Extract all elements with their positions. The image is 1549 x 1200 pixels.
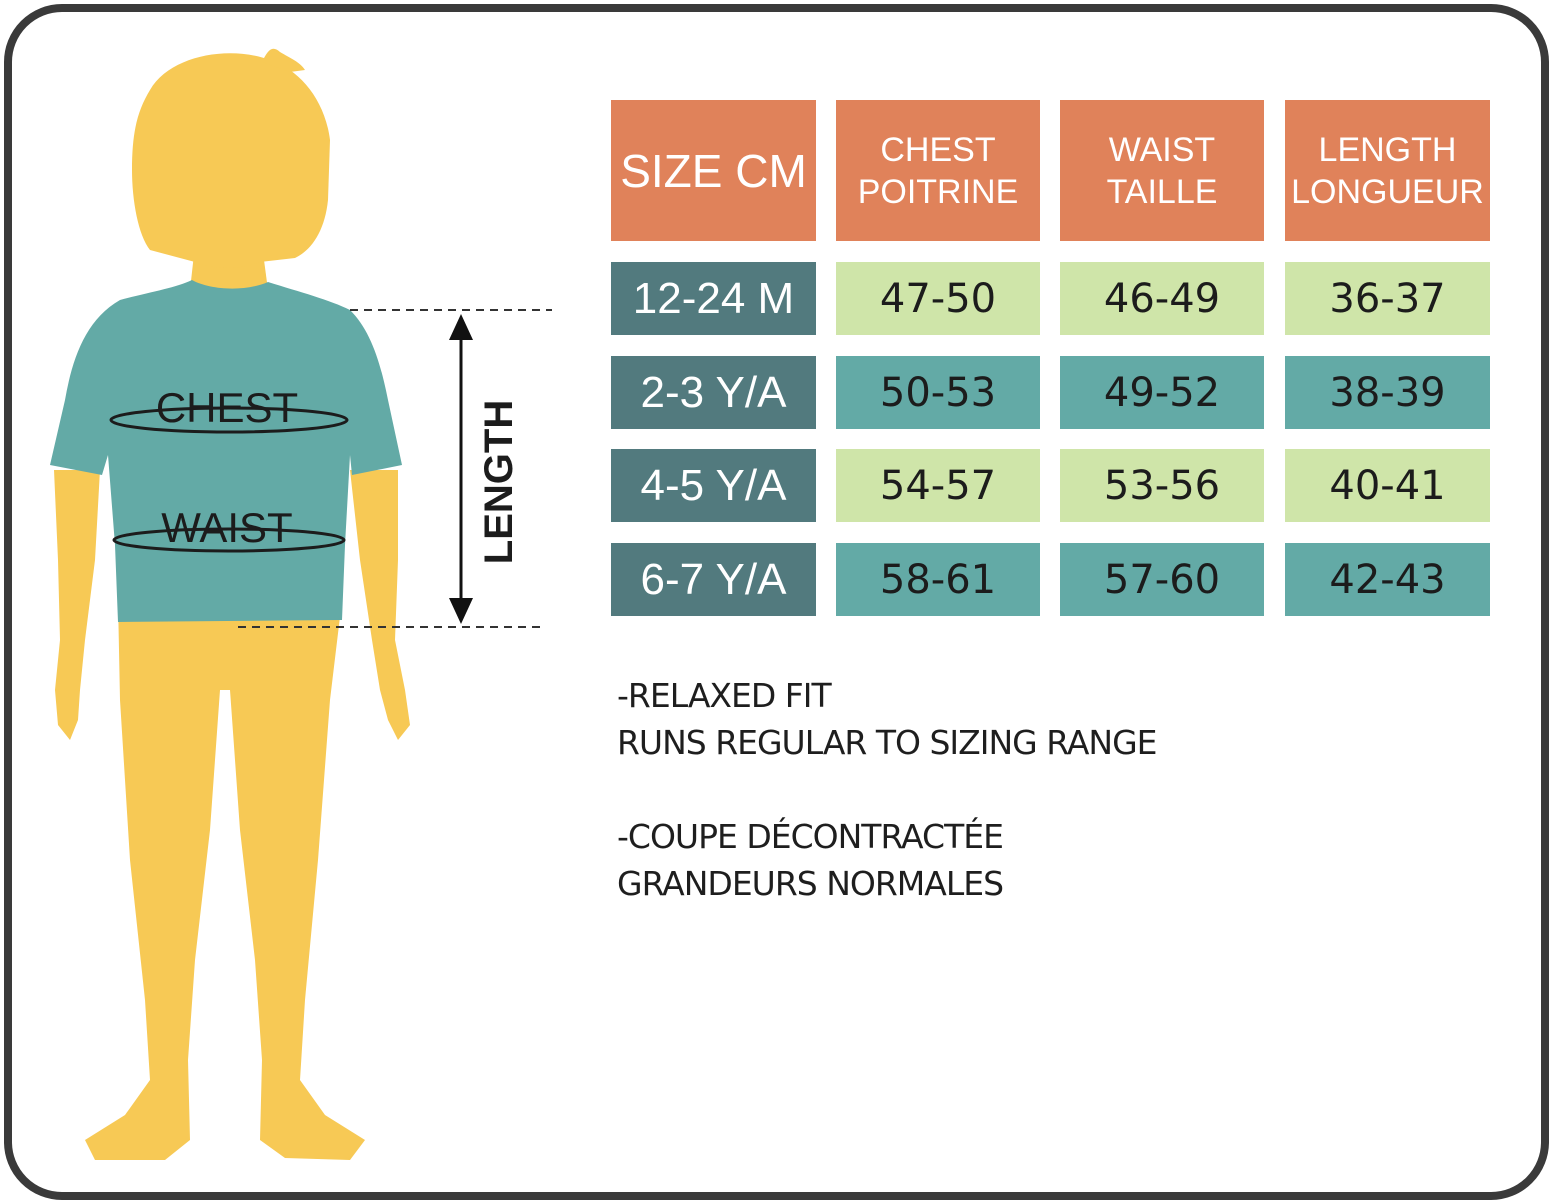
table-cell-waist: 49-52 [1060,356,1264,429]
fit-note-en-line2: RUNS REGULAR TO SIZING RANGE [617,723,1158,762]
child-left-arm [54,470,100,740]
fit-notes: -RELAXED FIT RUNS REGULAR TO SIZING RANG… [617,672,1158,907]
header-length: LENGTH LONGUEUR [1285,100,1490,241]
child-figure-illustration: CHEST WAIST LENGTH [50,48,552,1160]
length-label: LENGTH [477,400,521,564]
table-cell-length: 38-39 [1285,356,1490,429]
child-head [132,53,330,268]
table-cell-length: 36-37 [1285,262,1490,335]
header-size-cm: SIZE CM [611,100,816,241]
header-chest: CHEST POITRINE [836,100,1040,241]
waist-label: WAIST [161,504,292,551]
table-cell-length: 42-43 [1285,543,1490,616]
table-cell-chest: 50-53 [836,356,1040,429]
length-arrow-head-up [449,314,473,340]
table-cell-waist: 53-56 [1060,449,1264,522]
size-label-12-24m: 12-24 M [611,262,816,335]
table-cell-chest: 54-57 [836,449,1040,522]
fit-note-fr-line1: -COUPE DÉCONTRACTÉE [617,817,1004,856]
table-cell-chest: 58-61 [836,543,1040,616]
length-arrow-head-down [449,598,473,624]
table-cell-length: 40-41 [1285,449,1490,522]
chest-measure-loop [109,406,349,434]
child-shirt [50,280,402,622]
waist-measure-loop [112,527,346,553]
fit-note-fr-line2: GRANDEURS NORMALES [617,864,1004,903]
table-cell-chest: 47-50 [836,262,1040,335]
fit-note-en-line1: -RELAXED FIT [617,676,832,715]
child-legs [85,600,365,1160]
child-hair-tuft [262,48,305,72]
size-label-4-5: 4-5 Y/A [611,449,816,522]
header-waist: WAIST TAILLE [1060,100,1264,241]
table-cell-waist: 46-49 [1060,262,1264,335]
size-label-2-3: 2-3 Y/A [611,356,816,429]
child-right-arm [350,470,410,740]
table-cell-waist: 57-60 [1060,543,1264,616]
chest-label: CHEST [156,384,298,431]
size-label-6-7: 6-7 Y/A [611,543,816,616]
